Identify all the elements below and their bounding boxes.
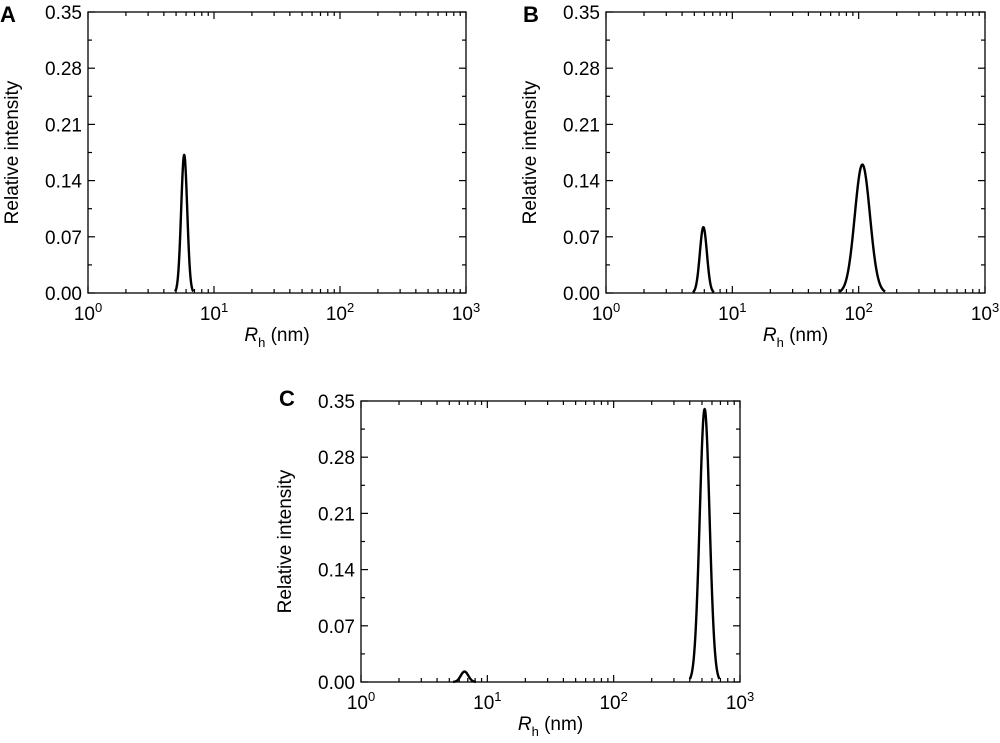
- y-tick-label: 0.21: [45, 115, 82, 136]
- x-tick-label: 103: [971, 300, 999, 325]
- y-tick-label: 0.28: [563, 59, 600, 80]
- x-tick-label: 101: [473, 689, 501, 714]
- y-tick-label: 0.35: [563, 3, 600, 24]
- series-peak-2: [838, 163, 886, 293]
- plot-frame: [605, 11, 986, 294]
- series-peak-1: [691, 225, 715, 294]
- x-axis-title: Rh (nm): [244, 325, 309, 350]
- y-tick-label: 0.14: [318, 561, 355, 582]
- y-tick-label: 0.07: [318, 617, 355, 638]
- x-tick-label: 100: [347, 689, 375, 714]
- y-tick-label: 0.21: [563, 115, 600, 136]
- y-tick-label: 0.00: [563, 284, 600, 305]
- panel-c: C 0.00 0.07 0.14 0.21 0.28 0.35 100 101 102 103 Rh …: [275, 386, 754, 739]
- panel-letter: B: [523, 2, 539, 27]
- x-axis-title: Rh (nm): [518, 714, 583, 739]
- y-tick-label: 0.00: [318, 673, 355, 694]
- panel-letter: C: [279, 386, 295, 411]
- y-tick-label: 0.07: [563, 228, 600, 249]
- plot-frame: [87, 11, 467, 294]
- y-tick-label: 0.14: [45, 172, 82, 193]
- y-axis-title: Relative intensity: [275, 469, 296, 613]
- y-tick-label: 0.35: [318, 392, 355, 413]
- y-tick-label: 0.35: [45, 3, 82, 24]
- y-tick-label: 0.14: [563, 172, 600, 193]
- panel-letter: A: [0, 2, 16, 27]
- y-tick-label: 0.07: [45, 228, 82, 249]
- y-tick-label: 0.28: [45, 59, 82, 80]
- x-tick-label: 102: [844, 300, 872, 325]
- plot-frame: [360, 400, 741, 683]
- y-axis-title: Relative intensity: [520, 80, 541, 224]
- x-tick-label: 101: [718, 300, 746, 325]
- series-peak-2: [688, 407, 721, 680]
- panel-a: A 0.00 0.07 0.14 0.21 0.28 0.35 100 101 102 103 Rh …: [0, 2, 480, 350]
- y-tick-label: 0.00: [45, 284, 82, 305]
- x-tick-label: 103: [726, 689, 754, 714]
- x-tick-label: 101: [200, 300, 228, 325]
- x-axis-title: Rh (nm): [763, 325, 828, 350]
- y-axis-title: Relative intensity: [2, 80, 23, 224]
- y-tick-label: 0.21: [318, 504, 355, 525]
- panel-b: B 0.00 0.07 0.14 0.21 0.28 0.35 100 101 102 103 Rh …: [520, 2, 999, 350]
- x-tick-label: 102: [326, 300, 354, 325]
- series-peak-1: [174, 153, 195, 293]
- x-tick-label: 103: [452, 300, 480, 325]
- x-tick-label: 100: [74, 300, 102, 325]
- x-tick-label: 102: [599, 689, 627, 714]
- y-tick-label: 0.28: [318, 448, 355, 469]
- x-tick-label: 100: [592, 300, 620, 325]
- series-peak-1: [452, 670, 477, 684]
